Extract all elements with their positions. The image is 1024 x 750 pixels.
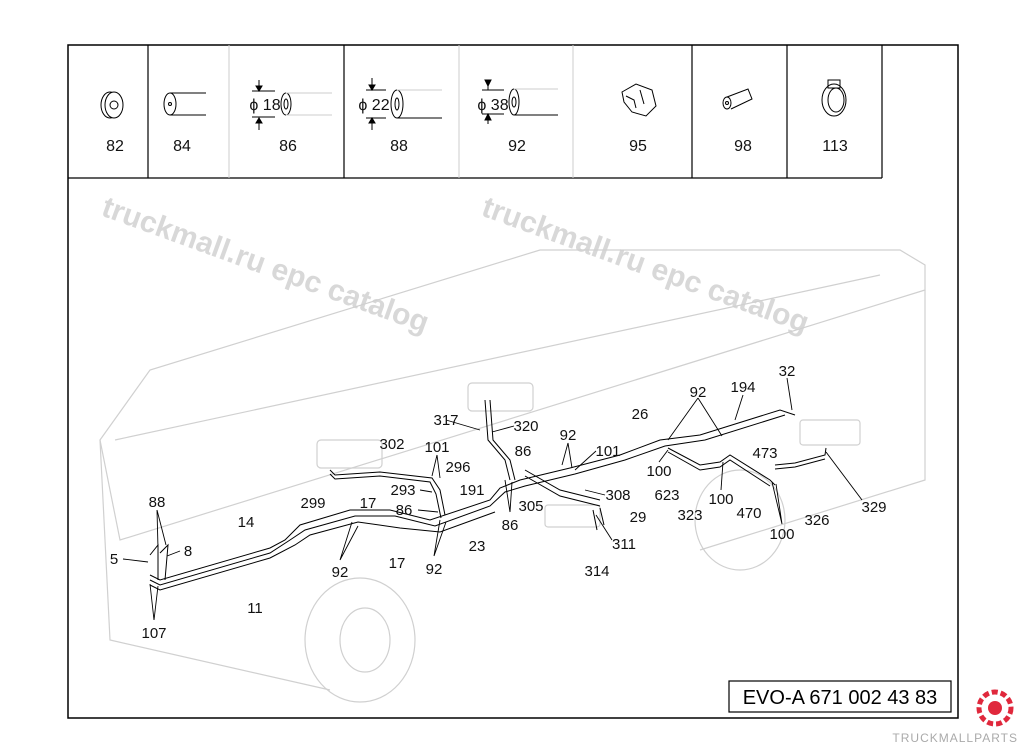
part-number-88: 88 — [390, 138, 408, 155]
callout-191: 191 — [459, 482, 484, 499]
sleeve-icon — [722, 88, 753, 110]
callout-470: 470 — [736, 505, 761, 522]
callout-92: 92 — [560, 427, 577, 444]
callout-305: 305 — [518, 498, 543, 515]
callout-92: 92 — [426, 561, 443, 578]
part-number-95: 95 — [629, 138, 647, 155]
callout-326: 326 — [804, 512, 829, 529]
callout-92: 92 — [690, 384, 707, 401]
drawing-frame — [67, 44, 959, 719]
part-number-82: 82 — [106, 138, 124, 155]
callout-100: 100 — [646, 463, 671, 480]
table-dividers — [147, 45, 883, 178]
hose-diameter-icon — [252, 80, 332, 130]
callout-11: 11 — [247, 600, 263, 617]
logo-text: TRUCKMALLPARTS — [892, 731, 1018, 745]
callout-101: 101 — [595, 443, 620, 460]
watermark-text: truckmall.ru epc catalog — [478, 191, 814, 340]
callout-308: 308 — [605, 487, 630, 504]
clip-icon — [621, 83, 657, 117]
part-number-86: 86 — [279, 138, 297, 155]
vehicle-outline — [99, 249, 926, 703]
watermarks: truckmall.ru epc catalog truckmall.ru epc… — [98, 191, 814, 340]
callout-293: 293 — [390, 482, 415, 499]
callout-317: 317 — [433, 412, 458, 429]
drawing-code: EVO-A 671 002 43 83 — [743, 687, 938, 709]
callout-101: 101 — [424, 439, 449, 456]
callout-88: 88 — [149, 494, 166, 511]
part-number-98: 98 — [734, 138, 752, 155]
callout-17: 17 — [389, 555, 406, 572]
callout-8: 8 — [184, 543, 192, 560]
callout-320: 320 — [513, 418, 538, 435]
callout-296: 296 — [445, 459, 470, 476]
hose-icon — [163, 92, 206, 116]
callout-329: 329 — [861, 499, 886, 516]
grommet-icon — [100, 91, 124, 119]
callout-302: 302 — [379, 436, 404, 453]
truckmall-logo: TRUCKMALLPARTS — [892, 689, 1018, 745]
callout-100: 100 — [769, 526, 794, 543]
callout-107: 107 — [141, 625, 166, 642]
callout-32: 32 — [779, 363, 796, 380]
callout-5: 5 — [110, 551, 118, 568]
hose-diameter-icon — [482, 79, 558, 124]
callout-299: 299 — [300, 495, 325, 512]
callout-86: 86 — [502, 517, 519, 534]
callout-473: 473 — [752, 445, 777, 462]
callout-92: 92 — [332, 564, 349, 581]
watermark-text: truckmall.ru epc catalog — [98, 191, 434, 340]
diameter-label-18: ϕ 18 — [249, 97, 280, 114]
hose-clamp-icon — [821, 79, 847, 117]
callout-194: 194 — [730, 379, 755, 396]
leader-lines — [122, 377, 863, 621]
callout-86: 86 — [396, 502, 413, 519]
part-number-92: 92 — [508, 138, 526, 155]
callout-311: 311 — [612, 536, 636, 553]
part-number-84: 84 — [173, 138, 191, 155]
part-number-113: 113 — [822, 138, 848, 155]
pipe-runs — [149, 399, 827, 591]
drawing-code-box — [728, 680, 952, 713]
callout-14: 14 — [238, 514, 255, 531]
callout-86: 86 — [515, 443, 532, 460]
callout-323: 323 — [677, 507, 702, 524]
callout-314: 314 — [584, 563, 609, 580]
diameter-label-22: ϕ 22 — [358, 97, 389, 114]
callout-29: 29 — [630, 509, 647, 526]
callout-23: 23 — [469, 538, 486, 555]
callout-623: 623 — [654, 487, 679, 504]
diameter-label-38: ϕ 38 — [477, 97, 508, 114]
callout-26: 26 — [632, 406, 649, 423]
callout-17: 17 — [360, 495, 377, 512]
hose-diameter-icon — [366, 78, 442, 130]
callout-100: 100 — [708, 491, 733, 508]
